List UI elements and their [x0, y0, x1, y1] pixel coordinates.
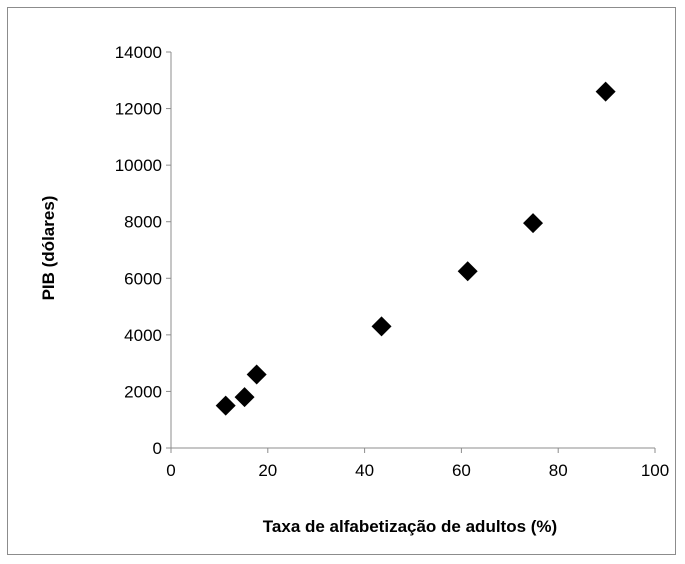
y-tick-label: 12000 [115, 100, 162, 119]
data-point-marker [457, 261, 478, 282]
y-tick-label: 14000 [115, 43, 162, 62]
y-tick-label: 4000 [124, 326, 162, 345]
x-axis-title: Taxa de alfabetização de adultos (%) [263, 517, 557, 536]
scatter-chart: 0 2000 4000 6000 8000 10000 12000 14000 0 20 40 60… [39, 43, 669, 536]
x-tick-label: 40 [355, 461, 374, 480]
y-axis-title: PIB (dólares) [39, 196, 58, 301]
y-tick-label: 6000 [124, 269, 162, 288]
x-tick-label: 0 [166, 461, 175, 480]
y-tick-label: 2000 [124, 382, 162, 401]
y-tick-label: 8000 [124, 213, 162, 232]
x-axis-ticks: 0 20 40 60 80 100 [166, 448, 669, 480]
axes [170, 52, 655, 449]
data-point-marker [246, 364, 267, 385]
y-axis-ticks: 0 2000 4000 6000 8000 10000 12000 14000 [115, 43, 171, 458]
data-points [215, 81, 616, 416]
data-point-marker [523, 213, 544, 234]
y-tick-label: 10000 [115, 156, 162, 175]
y-tick-label: 0 [153, 439, 162, 458]
data-point-marker [215, 395, 236, 416]
x-tick-label: 80 [549, 461, 568, 480]
x-tick-label: 20 [258, 461, 277, 480]
data-point-marker [234, 387, 255, 408]
data-point-marker [371, 316, 392, 337]
chart-area: 0 2000 4000 6000 8000 10000 12000 14000 0 20 40 60… [7, 7, 676, 555]
data-point-marker [595, 81, 616, 102]
x-tick-label: 60 [452, 461, 471, 480]
x-tick-label: 100 [641, 461, 669, 480]
